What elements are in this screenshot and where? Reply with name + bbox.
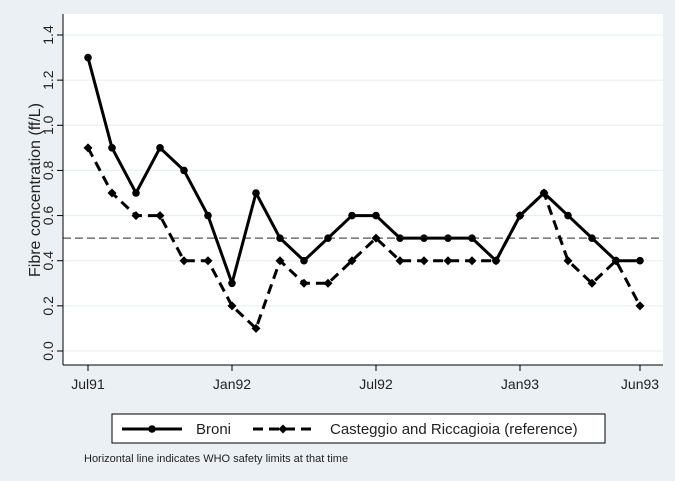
legend-swatch-marker	[278, 424, 288, 434]
data-point	[156, 144, 164, 152]
data-point	[323, 278, 333, 288]
y-tick-label: 0.6	[40, 206, 56, 226]
y-tick-label: 0.0	[40, 341, 56, 361]
y-tick-label: 1.2	[40, 70, 56, 90]
data-point	[395, 256, 405, 266]
series-2	[83, 143, 645, 333]
data-point	[348, 211, 356, 220]
data-point	[324, 234, 332, 242]
data-point	[588, 234, 596, 242]
x-tick-label: Jul92	[359, 376, 393, 392]
data-point	[347, 256, 357, 266]
data-point	[84, 53, 92, 62]
data-point	[611, 256, 621, 266]
data-point	[372, 211, 380, 220]
axes: 0.0 0.2 0.4 0.6 0.8 1.0 1.2 1.4 Jul91 Jan92 Jul92 J…	[40, 14, 663, 392]
data-point	[300, 256, 308, 265]
data-point	[564, 211, 572, 220]
plot-area	[63, 14, 663, 365]
data-point	[515, 211, 525, 221]
x-tick-label: Jan93	[501, 376, 539, 392]
y-tick-label: 1.4	[40, 25, 56, 45]
data-point	[107, 188, 117, 198]
data-point	[155, 211, 165, 221]
x-tick-label: Jun93	[621, 376, 659, 392]
data-point	[132, 189, 140, 197]
data-point	[371, 233, 381, 243]
data-point	[251, 323, 261, 333]
x-tick-label: Jan92	[213, 376, 251, 392]
series-line	[86, 147, 642, 330]
data-point	[396, 234, 404, 242]
legend-swatch-marker	[148, 425, 156, 433]
data-point	[131, 211, 141, 221]
data-point	[443, 256, 453, 266]
y-tick-label: 1.0	[40, 115, 56, 135]
data-point	[108, 144, 116, 152]
data-point	[587, 278, 597, 288]
y-tick-label: 0.2	[40, 296, 56, 316]
data-point	[180, 166, 188, 175]
x-tick-label: Jul91	[71, 376, 105, 392]
data-point	[228, 279, 236, 288]
data-point	[491, 256, 501, 266]
data-point	[467, 256, 477, 266]
legend: Broni Casteggio and Riccagioia (reference…	[111, 413, 606, 444]
series-group	[83, 53, 645, 333]
data-point	[252, 189, 260, 197]
data-point	[227, 301, 237, 311]
data-point	[468, 234, 476, 242]
data-point	[275, 256, 285, 266]
legend-label: Broni	[196, 421, 231, 438]
data-point	[299, 278, 309, 288]
data-point	[420, 234, 428, 242]
data-point	[636, 256, 644, 265]
y-tick-label: 0.8	[40, 160, 56, 180]
data-point	[563, 256, 573, 266]
data-point	[635, 301, 645, 311]
data-point	[83, 143, 93, 153]
data-point	[203, 256, 213, 266]
data-point	[539, 188, 549, 198]
y-tick-label: 0.4	[40, 251, 56, 271]
data-point	[276, 234, 284, 242]
data-point	[179, 256, 189, 266]
y-axis-title: Fibre concentration (ff/L)	[27, 103, 44, 277]
legend-label: Casteggio and Riccagioia (reference)	[330, 421, 578, 438]
chart-note: Horizontal line indicates WHO safety lim…	[84, 453, 348, 465]
legend-box	[111, 413, 606, 444]
data-point	[444, 234, 452, 242]
data-point	[419, 256, 429, 266]
data-point	[204, 211, 212, 220]
series-line	[86, 57, 640, 285]
